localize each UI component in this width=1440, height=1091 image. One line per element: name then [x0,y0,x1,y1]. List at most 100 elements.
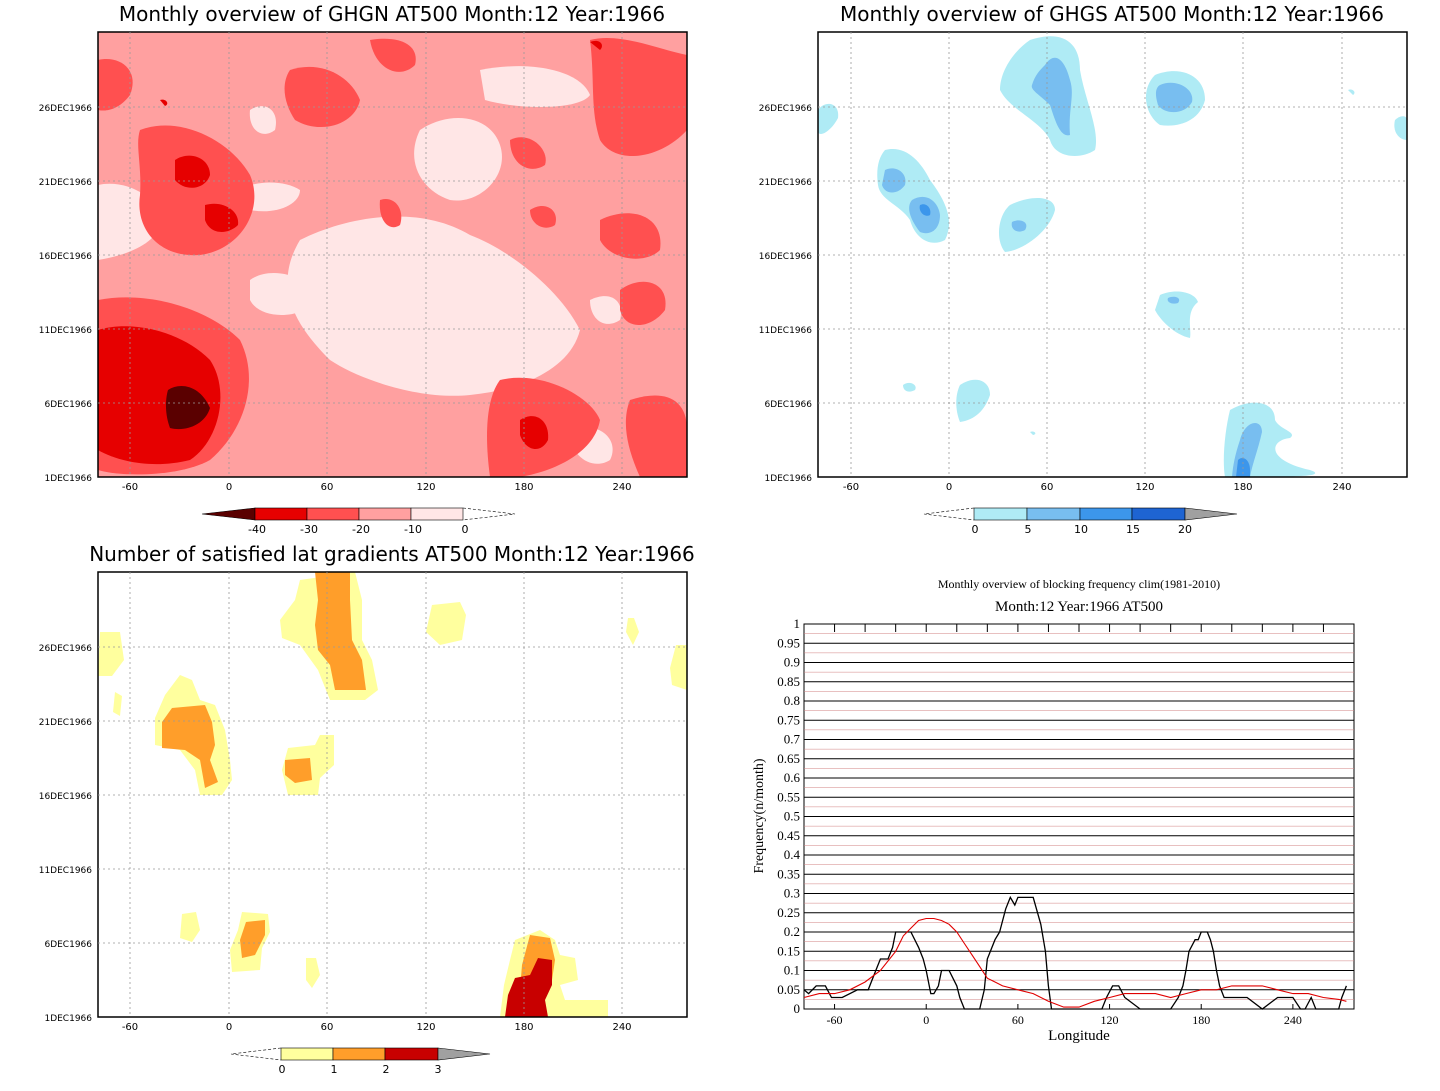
ghgs-ytick-26dec: 26DEC1966 [759,104,813,114]
latgrad-cbar-bin-3 [384,1047,439,1061]
ghgn-cbar-bin-3 [358,507,412,521]
ghgs-xtick-0: 0 [946,482,952,493]
ghgs-xtick-120: 120 [1135,482,1154,493]
ghgn-xtick-120: 120 [416,482,435,493]
ghgs-ytick-11dec: 11DEC1966 [759,326,813,336]
ghgs-panel: Monthly overview of GHGS AT500 Month:12 … [759,2,1408,536]
ghgs-cbar-underflow [923,507,975,521]
ghgs-cbar-highest [1184,507,1238,521]
ghgs-xtick-240: 240 [1332,482,1351,493]
latgrad-ytick-11dec: 11DEC1966 [39,866,93,876]
ghgn-xtick-240: 240 [612,482,631,493]
ghgs-cbar-label-20: 20 [1178,523,1192,536]
blocking-series [803,895,1348,1010]
latgrad-cbar-label-1: 1 [331,1063,338,1076]
blocking-xtick-label: 120 [1101,1013,1119,1027]
ghgs-xtick-60: 60 [1041,482,1054,493]
blocking-xtick-label: -60 [827,1013,843,1027]
latgrad-ytick-1dec: 1DEC1966 [44,1014,92,1024]
latgrad-cbar-label-3: 3 [435,1063,442,1076]
ghgn-x-ticks: -60 0 60 120 180 240 [122,482,632,493]
blocking-ytick-label: 0.7 [784,732,801,747]
latgrad-title: Number of satisfied lat gradients AT500 … [89,542,695,566]
blocking-xtick-label: 60 [1012,1013,1024,1027]
blocking-ytick-label: 0.6 [784,770,801,785]
blocking-x-ticks: -60 0 60 120 180 240 [827,1013,1302,1027]
latgrad-ytick-16dec: 16DEC1966 [39,792,93,802]
latgrad-xtick-0: 0 [226,1022,232,1033]
latgrad-y-ticks: 1DEC1966 6DEC1966 11DEC1966 16DEC1966 21… [39,644,93,1024]
blocking-ytick-label: 0.95 [777,635,800,650]
ghgn-y-ticks: 1DEC1966 6DEC1966 11DEC1966 16DEC1966 21… [39,104,93,484]
blocking-ytick-label: 0.8 [784,693,800,708]
ghgn-ytick-1dec: 1DEC1966 [44,474,92,484]
blocking-ytick-label: 0.35 [777,866,800,881]
ghgn-cbar-lowest [201,507,256,521]
ghgs-xtick-180: 180 [1233,482,1252,493]
ghgn-ytick-26dec: 26DEC1966 [39,104,93,114]
blocking-ylabel: Frequency(n/month) [752,758,767,873]
ghgn-cbar-label-m30: -30 [300,523,318,536]
ghgs-ytick-21dec: 21DEC1966 [759,178,813,188]
latgrad-ytick-6dec: 6DEC1966 [44,940,92,950]
ghgs-ytick-16dec: 16DEC1966 [759,252,813,262]
blocking-xtick-label: 240 [1284,1013,1302,1027]
ghgs-y-ticks: 1DEC1966 6DEC1966 11DEC1966 16DEC1966 21… [759,104,813,484]
ghgn-cbar-label-0: 0 [462,523,469,536]
blocking-series-red-line [803,917,1347,1008]
latgrad-cbar-highest [437,1047,491,1061]
blocking-y-ticks: 0 0.05 0.1 0.15 0.2 0.25 0.3 0.35 0.4 0.45 0.5 0.55… [777,616,800,1016]
blocking-ytick-label: 0.2 [784,924,800,939]
latgrad-panel: Number of satisfied lat gradients AT500 … [39,542,695,1076]
blocking-ytick-label: 0.3 [784,886,800,901]
ghgs-cbar-bin-4 [1131,507,1186,521]
ghgn-ytick-6dec: 6DEC1966 [44,400,92,410]
ghgn-cbar-bin-4 [410,507,464,521]
ghgs-title: Monthly overview of GHGS AT500 Month:12 … [840,2,1384,26]
ghgn-xtick-60: 60 [321,482,334,493]
ghgn-cbar-label-m40: -40 [248,523,266,536]
ghgn-cbar-bin-1 [254,507,308,521]
blocking-ytick-label: 0.05 [777,982,800,997]
blocking-ytick-label: 0.9 [784,655,800,670]
ghgs-cbar-label-0: 0 [972,523,979,536]
blocking-ytick-label: 1 [794,616,801,631]
ghgn-cbar-overflow [462,507,516,521]
ghgn-ytick-11dec: 11DEC1966 [39,326,93,336]
latgrad-cbar-label-2: 2 [383,1063,390,1076]
latgrad-xtick-180: 180 [514,1022,533,1033]
latgrad-cbar-label-0: 0 [279,1063,286,1076]
blocking-ytick-label: 0.45 [777,828,800,843]
ghgn-ytick-16dec: 16DEC1966 [39,252,93,262]
latgrad-ytick-26dec: 26DEC1966 [39,644,93,654]
ghgs-cbar-label-15: 15 [1126,523,1140,536]
latgrad-gridlines [98,572,687,1017]
ghgs-cbar-bin-3 [1079,507,1133,521]
ghgn-xtick-180: 180 [514,482,533,493]
latgrad-colorbar: 0 1 2 3 [230,1047,491,1076]
blocking-ytick-label: 0.5 [784,809,800,824]
ghgn-ytick-21dec: 21DEC1966 [39,178,93,188]
blocking-xlabel: Longitude [1048,1028,1110,1044]
blocking-ytick-label: 0.15 [777,943,800,958]
ghgn-gridlines [98,32,687,477]
blocking-xtick-label: 180 [1192,1013,1210,1027]
ghgn-cbar-label-m20: -20 [352,523,370,536]
ghgn-xtick-m60: -60 [122,482,138,493]
latgrad-field [98,572,687,1017]
ghgs-cbar-bin-2 [1026,507,1081,521]
latgrad-cbar-underflow [230,1047,282,1061]
latgrad-ytick-21dec: 21DEC1966 [39,718,93,728]
ghgn-cbar-label-m10: -10 [404,523,422,536]
blocking-ytick-label: 0 [794,1001,801,1016]
latgrad-xtick-m60: -60 [122,1022,138,1033]
blocking-frequency-chart: Monthly overview of blocking frequency c… [752,577,1355,1044]
ghgs-gridlines [818,32,1407,477]
latgrad-xtick-120: 120 [416,1022,435,1033]
blocking-ytick-label: 0.55 [777,789,800,804]
ghgn-colorbar: -40 -30 -20 -10 0 [201,507,516,536]
blocking-ytick-label: 0.1 [784,963,800,978]
ghgn-cbar-bin-2 [306,507,360,521]
ghgs-colorbar: 0 5 10 15 20 [923,507,1238,536]
ghgn-panel: Monthly overview of GHGN AT500 Month:12 … [39,2,688,536]
